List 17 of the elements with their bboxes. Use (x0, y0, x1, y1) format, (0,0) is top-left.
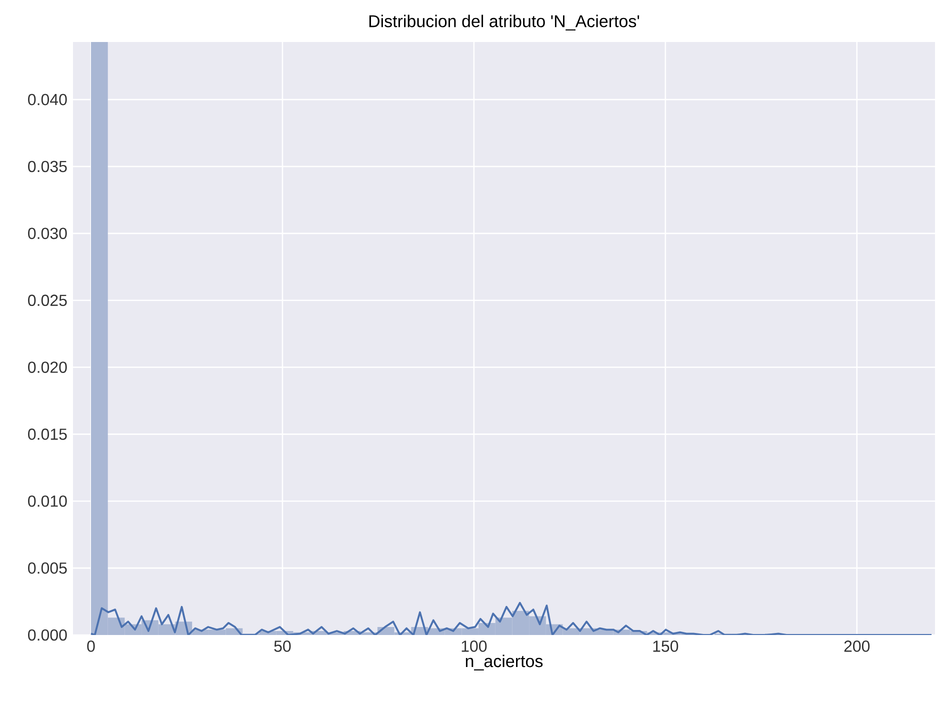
line-series (90, 602, 933, 635)
x-tick-label: 50 (274, 640, 291, 652)
chart-title: Distribucion del atributo 'N_Aciertos' (369, 14, 640, 30)
y-tick-label: 0.005 (28, 562, 67, 574)
x-tick-label: 100 (462, 640, 487, 652)
y-tick-label: 0.015 (28, 428, 67, 440)
x-tick-label: 150 (653, 640, 678, 652)
y-tick-label: 0.010 (28, 495, 67, 507)
x-tick-label: 200 (844, 640, 870, 652)
x-tick-label: 0 (87, 640, 95, 652)
y-tick-label: 0.025 (28, 294, 67, 306)
y-tick-label: 0.035 (28, 160, 67, 172)
y-tick-label: 0.020 (28, 362, 67, 373)
y-tick-label: 0.030 (28, 228, 67, 240)
y-tick-label: 0.040 (28, 94, 67, 106)
x-axis-title: n_aciertos (466, 654, 543, 670)
y-tick-label: 0.000 (28, 629, 67, 641)
